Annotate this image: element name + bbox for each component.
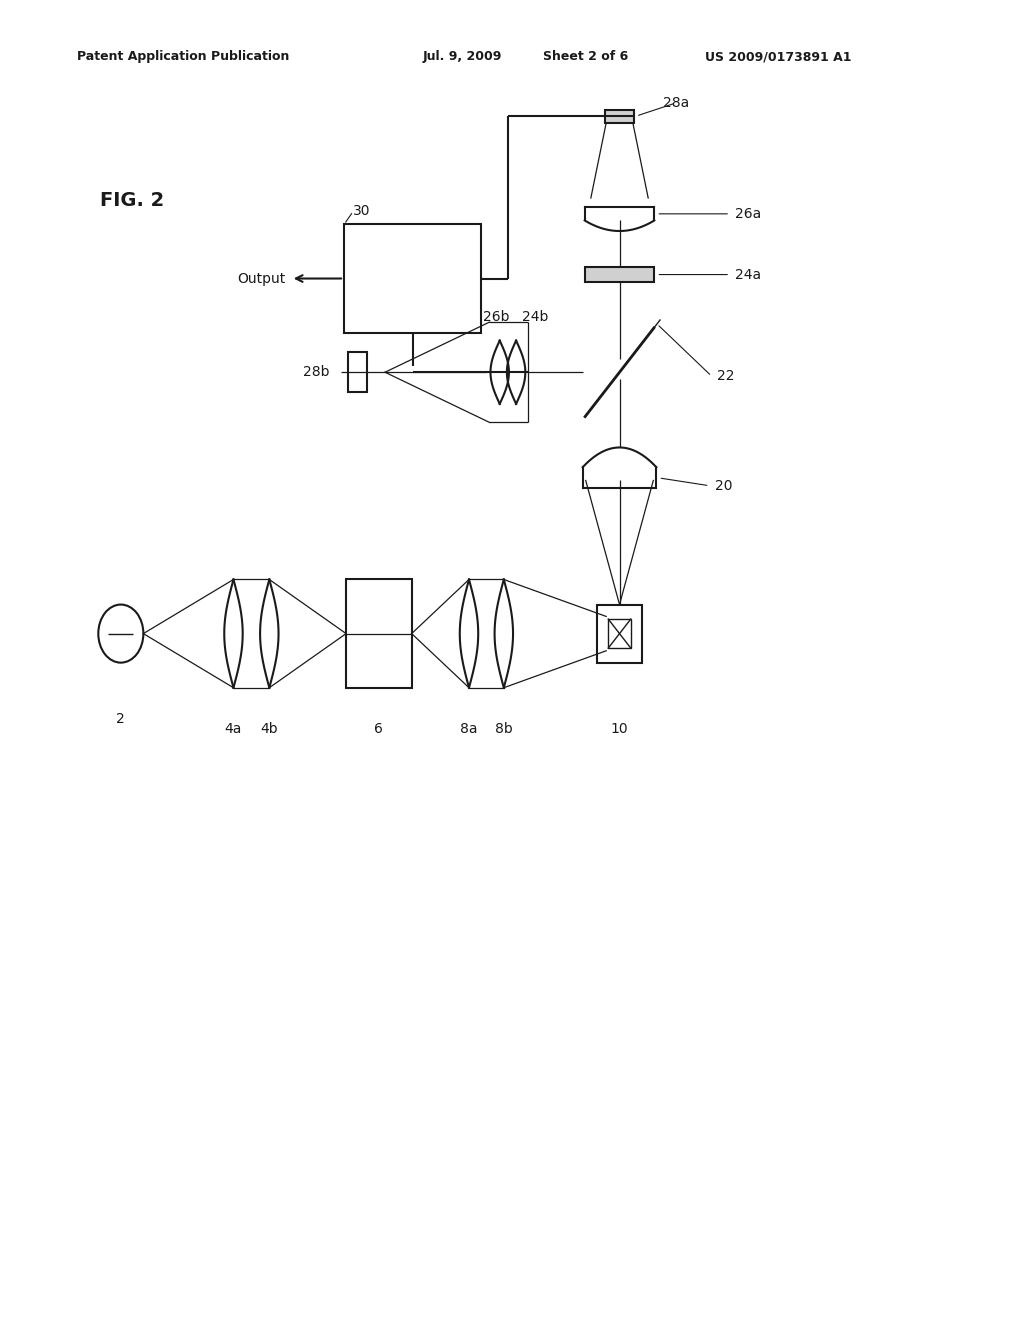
Text: 8b: 8b [495,722,513,735]
Text: 30: 30 [353,205,371,218]
Text: Jul. 9, 2009: Jul. 9, 2009 [423,50,503,63]
FancyBboxPatch shape [605,110,634,123]
Text: FIG. 2: FIG. 2 [100,191,165,210]
Text: Sheet 2 of 6: Sheet 2 of 6 [543,50,628,63]
Text: 4b: 4b [260,722,279,735]
Text: 2: 2 [117,713,125,726]
Text: 4a: 4a [225,722,242,735]
Text: 28b: 28b [303,366,330,379]
FancyBboxPatch shape [597,605,642,663]
Text: 8a: 8a [460,722,478,735]
Text: US 2009/0173891 A1: US 2009/0173891 A1 [705,50,851,63]
Text: 22: 22 [717,370,734,383]
Text: 28a: 28a [663,96,689,110]
Text: 26b: 26b [483,310,510,323]
FancyBboxPatch shape [608,619,631,648]
FancyBboxPatch shape [344,224,481,333]
FancyBboxPatch shape [346,579,412,688]
Text: 24b: 24b [522,310,549,323]
Text: 26a: 26a [735,207,762,220]
Text: Output: Output [238,272,286,285]
Text: 6: 6 [375,722,383,735]
FancyBboxPatch shape [348,352,367,392]
Text: 24a: 24a [735,268,762,281]
Text: Patent Application Publication: Patent Application Publication [77,50,289,63]
FancyBboxPatch shape [585,267,654,282]
Text: 20: 20 [715,479,732,492]
Text: 10: 10 [610,722,629,735]
